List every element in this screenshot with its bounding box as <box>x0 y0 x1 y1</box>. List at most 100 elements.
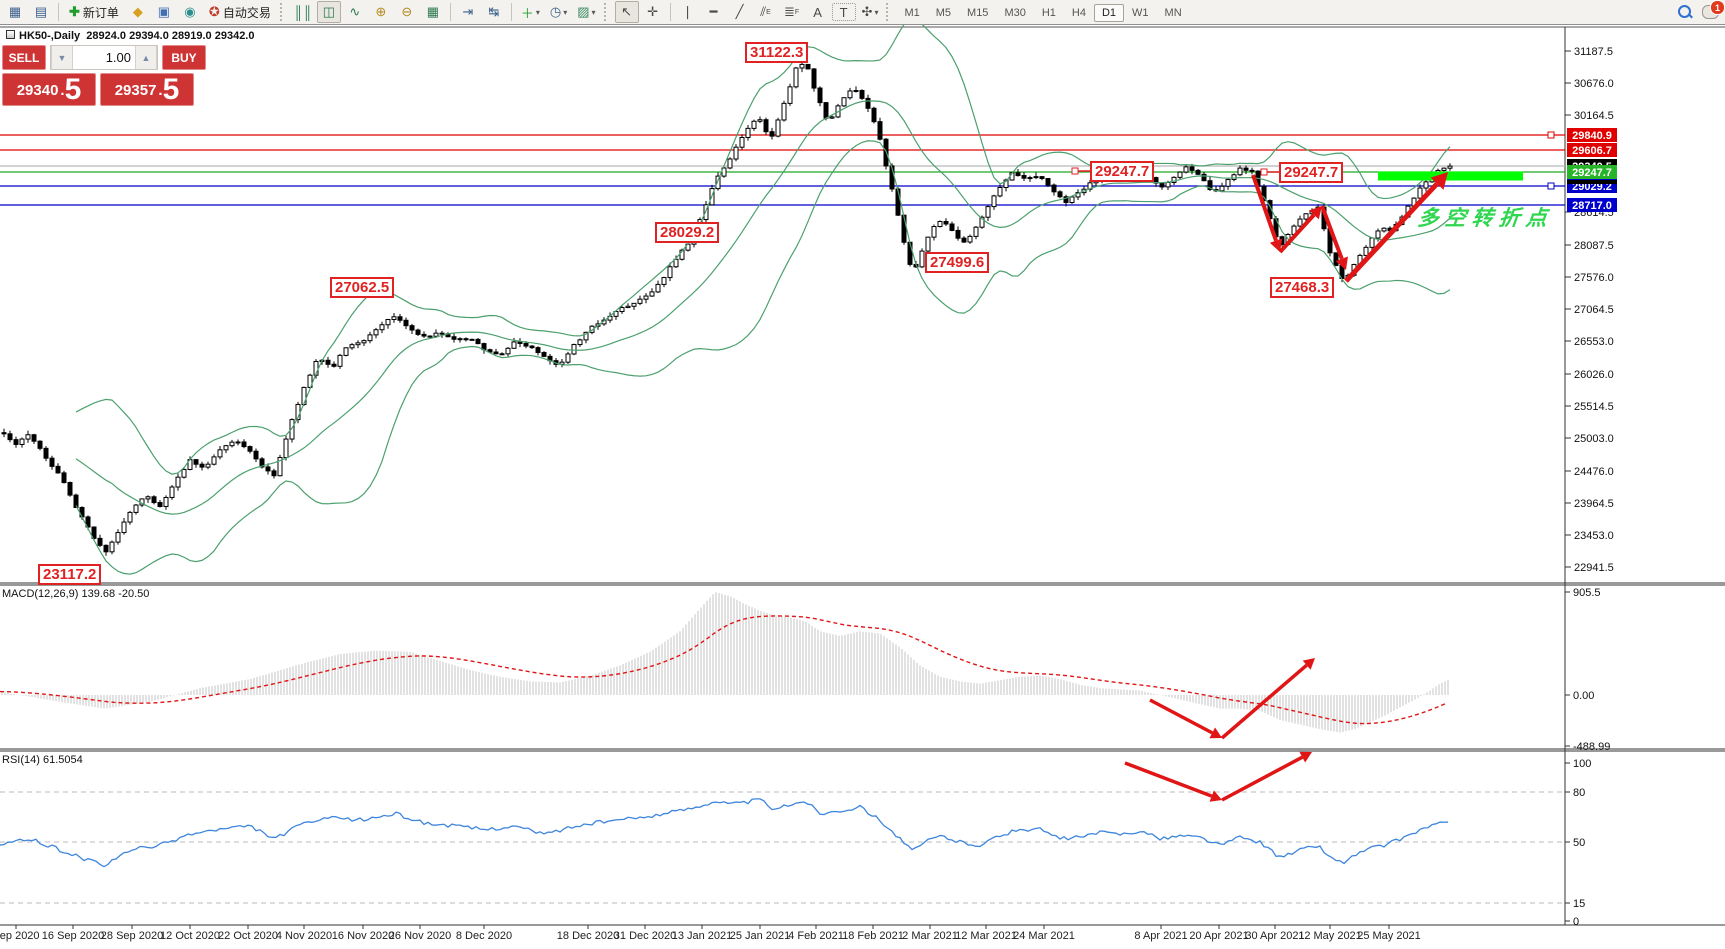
svg-text:28717.0: 28717.0 <box>1572 200 1612 212</box>
date-label: 8 Apr 2021 <box>1134 930 1188 942</box>
price-annotation[interactable]: 28029.2 <box>655 222 720 243</box>
symbol-header: HK50-,Daily 28924.0 29394.0 28919.0 2934… <box>6 30 254 42</box>
date-label: 12 Oct 2020 <box>160 930 220 942</box>
price-annotation[interactable]: 27062.5 <box>330 277 395 298</box>
buy-price-button[interactable]: 29357. 5 <box>100 73 194 106</box>
svg-text:23453.0: 23453.0 <box>1574 530 1614 542</box>
price-annotation[interactable]: 29247.7 <box>1090 161 1155 182</box>
timeframe-button-h4[interactable]: H4 <box>1071 7 1086 19</box>
toolbar-right: 1 <box>1678 0 1725 19</box>
indicators-button[interactable]: ＋ ▾ <box>517 1 544 23</box>
horizontal-line-icon[interactable]: ━ <box>709 4 718 19</box>
timeframe-button-mn[interactable]: MN <box>1164 7 1182 19</box>
date-label: 16 Nov 2020 <box>331 930 395 942</box>
signal-icon[interactable]: ◉ <box>184 4 196 19</box>
svg-text:80: 80 <box>1573 787 1585 799</box>
text-icon[interactable]: A <box>813 4 822 20</box>
tile-windows-icon[interactable]: ▦ <box>426 4 439 19</box>
notification-icon[interactable]: 1 <box>1702 0 1725 19</box>
zoom-out-icon[interactable]: ⊖ <box>401 4 413 19</box>
svg-text:-488.99: -488.99 <box>1573 741 1610 753</box>
vertical-line-icon[interactable]: ❘ <box>682 4 693 19</box>
search-icon[interactable] <box>1678 5 1693 19</box>
date-label: 12 May 2021 <box>1298 930 1362 942</box>
price-annotation[interactable]: 27499.6 <box>925 252 990 273</box>
metaquotes-icon[interactable]: ◆ <box>132 4 143 19</box>
svg-text:22941.5: 22941.5 <box>1574 562 1614 574</box>
price-annotation[interactable]: 23117.2 <box>38 564 102 585</box>
svg-text:27064.5: 27064.5 <box>1574 304 1614 316</box>
ohlc-values: 28924.0 29394.0 28919.0 29342.0 <box>86 30 255 42</box>
date-label: 25 Jan 2021 <box>729 930 791 942</box>
templates-button[interactable]: ▨ ▾ <box>573 1 599 23</box>
svg-text:28087.5: 28087.5 <box>1574 240 1614 252</box>
line-chart-icon[interactable]: ∿ <box>349 4 361 19</box>
svg-text:26553.0: 26553.0 <box>1574 336 1614 348</box>
date-label: 16 Sep 2020 <box>41 930 105 942</box>
autotrade-icon: ✪ <box>208 4 220 19</box>
timeframe-button-m15[interactable]: M15 <box>967 7 989 19</box>
date-label: 8 Dec 2020 <box>455 930 513 942</box>
sell-button[interactable]: SELL <box>2 45 46 70</box>
volume-increase-button[interactable]: ▲ <box>135 46 157 69</box>
crosshair-icon[interactable]: ✛ <box>647 4 658 19</box>
chevron-down-icon: ▾ <box>874 7 879 17</box>
volume-decrease-button[interactable]: ▼ <box>51 46 73 69</box>
clock-icon: ◷ <box>549 4 562 19</box>
candlestick-chart-icon[interactable]: ◫ <box>316 1 341 23</box>
macd-header: MACD(12,26,9) 139.68 -20.50 <box>2 588 150 600</box>
new-chart-icon[interactable]: ▦ <box>8 4 22 19</box>
price-annotation[interactable]: 31122.3 <box>745 42 809 63</box>
notification-badge: 1 <box>1710 0 1725 15</box>
arrows-button[interactable]: ✣ ▾ <box>858 1 883 23</box>
svg-text:0: 0 <box>1573 916 1579 928</box>
text-label-icon[interactable]: T <box>831 3 856 21</box>
svg-text:30676.0: 30676.0 <box>1574 78 1614 90</box>
date-label: 12 Mar 2021 <box>955 930 1017 942</box>
arrows-icon: ✣ <box>861 4 873 19</box>
sell-price-button[interactable]: 29340. 5 <box>2 73 96 106</box>
volume-input[interactable]: 1.00 <box>105 50 131 65</box>
autotrade-label: 自动交易 <box>222 5 271 20</box>
buy-button[interactable]: BUY <box>162 45 206 70</box>
date-label: 18 Dec 2020 <box>556 930 620 942</box>
svg-text:27576.0: 27576.0 <box>1574 272 1614 284</box>
auto-scroll-icon[interactable]: ↹ <box>488 4 500 19</box>
periods-button[interactable]: ◷ ▾ <box>546 1 571 23</box>
terminal-icon[interactable]: ▣ <box>157 4 171 19</box>
equidistant-channel-icon[interactable]: ⫽ E <box>760 4 771 19</box>
svg-text:905.5: 905.5 <box>1573 587 1601 599</box>
chart-profiles-icon[interactable]: ▤ <box>34 4 48 19</box>
timeframe-button-m30[interactable]: M30 <box>1004 7 1026 19</box>
separator <box>449 3 451 21</box>
separator <box>58 3 59 21</box>
timeframe-button-w1[interactable]: W1 <box>1132 7 1149 19</box>
trendline-icon[interactable]: ╱ <box>735 4 744 19</box>
chart-shift-icon[interactable]: ⇥ <box>462 4 474 19</box>
timeframe-button-m1[interactable]: M1 <box>904 7 920 19</box>
price-annotation[interactable]: 29247.7 <box>1279 162 1344 183</box>
date-label: 4 Feb 2021 <box>788 930 844 942</box>
date-label: 20 Apr 2021 <box>1189 930 1249 942</box>
chevron-down-icon: ▾ <box>591 7 596 17</box>
bar-chart-icon[interactable]: ║║ <box>293 4 313 20</box>
autotrade-button[interactable]: ✪ 自动交易 <box>204 1 276 23</box>
fibonacci-icon[interactable]: ≣ F <box>783 4 800 19</box>
svg-text:25514.5: 25514.5 <box>1574 401 1614 413</box>
one-click-trade-panel: SELL ▼ 1.00 ▲ BUY 29340. 5 29357. 5 <box>2 45 206 106</box>
new-order-button[interactable]: ✚ 新订单 <box>64 1 124 23</box>
date-label: 26 Nov 2020 <box>388 930 452 942</box>
price-annotation[interactable]: 27468.3 <box>1270 277 1335 298</box>
timeframe-button-h1[interactable]: H1 <box>1041 7 1056 19</box>
toolbar-grip <box>886 3 893 21</box>
timeframe-button-m5[interactable]: M5 <box>935 7 952 19</box>
timeframe-button-d1[interactable]: D1 <box>1093 4 1125 22</box>
date-label: Sep 2020 <box>0 930 40 942</box>
svg-text:25003.0: 25003.0 <box>1574 433 1614 445</box>
zoom-in-icon[interactable]: ⊕ <box>375 4 387 19</box>
cn-note-text[interactable]: 多空转折点 <box>1416 207 1555 230</box>
cursor-icon[interactable]: ↖ <box>614 1 639 23</box>
svg-text:31187.5: 31187.5 <box>1574 46 1613 58</box>
